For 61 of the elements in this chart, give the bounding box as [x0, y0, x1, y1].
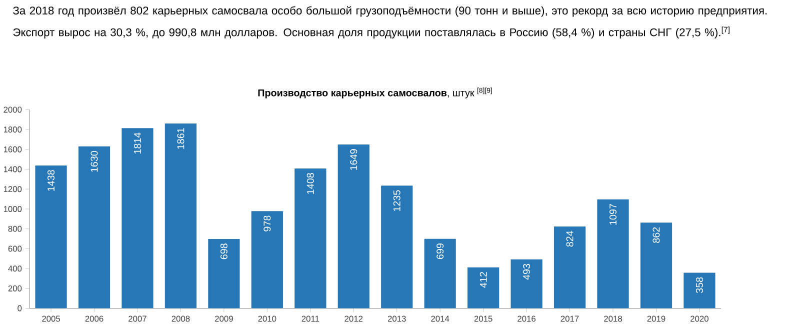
bar [78, 146, 110, 308]
bar [424, 238, 456, 308]
y-tick-label: 1400 [4, 166, 22, 172]
data-label: 824 [566, 230, 574, 247]
y-tick-label: 1200 [4, 186, 22, 192]
text: За 2018 год произвёл 802 карьерных самосвала особо большой грузоподъёмности (90 тонн и выше), это рекорд за всю историю предприятия. Экспорт вырос на 30,3 %, до 990,8 млн долларов. Основная доля продукции поставлялась в Россию (58,4 %) и страны СНГ (27,5 %).$^{[7]}$ [13, 6, 767, 38]
bar [510, 259, 542, 308]
x-tick-label: 2017 [560, 316, 579, 322]
data-label: 1649 [350, 149, 358, 170]
data-label: 1097 [610, 204, 616, 225]
data-label: 1630 [90, 150, 98, 172]
data-label: 978 [264, 216, 271, 232]
bar [251, 211, 283, 308]
x-tick-label: 2014 [431, 316, 450, 322]
x-tick-label: 2013 [388, 316, 406, 322]
data-label: 1408 [306, 173, 314, 194]
bar [640, 222, 672, 308]
bar [294, 168, 326, 308]
y-tick-label: 0 [18, 305, 22, 312]
data-label: 1438 [48, 170, 55, 191]
x-tick-label: 2020 [690, 316, 708, 322]
data-label: 412 [480, 272, 487, 288]
y-tick-label: 1000 [4, 206, 22, 212]
bar [208, 238, 240, 308]
x-tick-label: 2010 [258, 316, 276, 322]
x-tick-label: 2008 [172, 316, 190, 322]
y-tick-label: 800 [8, 226, 22, 232]
y-tick-label: 200 [8, 285, 22, 292]
y-tick-label: 1800 [4, 126, 22, 133]
x-tick-label: 2018 [604, 316, 622, 322]
bar [554, 226, 586, 308]
x-tick-label: 2006 [85, 316, 104, 322]
x-tick-label: 2009 [215, 316, 233, 322]
x-tick-label: 2005 [42, 316, 60, 322]
data-label: 1235 [393, 190, 400, 212]
x-tick-label: 2019 [647, 316, 666, 322]
y-tick-label: 1600 [4, 146, 22, 152]
bar [597, 199, 629, 308]
data-label: 862 [652, 227, 660, 243]
x-tick-label: 2011 [302, 316, 320, 322]
bar [35, 165, 67, 308]
bar [122, 128, 154, 308]
data-label: 493 [523, 264, 530, 280]
y-tick-label: 400 [8, 266, 22, 272]
x-tick-label: 2012 [344, 316, 363, 322]
data-label: 699 [436, 243, 444, 259]
bar [338, 144, 370, 308]
data-label: 698 [220, 244, 228, 260]
bar [164, 123, 197, 308]
x-tick-label: 2016 [518, 316, 536, 322]
bar [684, 272, 716, 308]
y-tick-label: 600 [8, 246, 22, 252]
x-tick-label: 2007 [128, 316, 146, 322]
x-tick-label: 2015 [474, 316, 492, 322]
bar [468, 267, 500, 308]
bar [381, 186, 413, 308]
data-label: 358 [696, 277, 703, 293]
chart-title: Производство карьерных самосвалов, штук $^{[8][9]}$ [258, 88, 492, 98]
data-label: 1814 [134, 132, 141, 154]
y-tick-label: 2000 [4, 106, 22, 113]
data-label: 1861 [177, 128, 184, 149]
